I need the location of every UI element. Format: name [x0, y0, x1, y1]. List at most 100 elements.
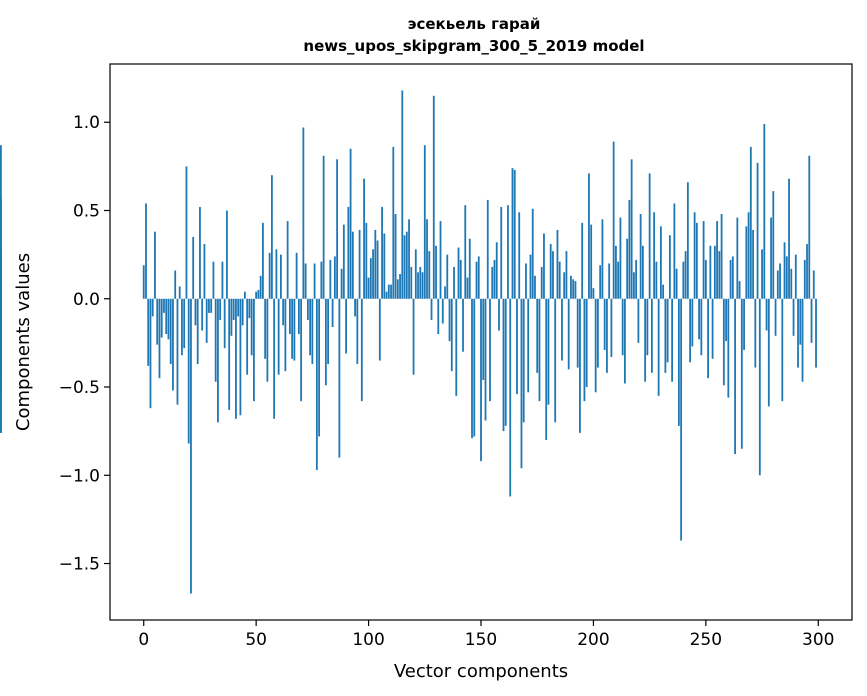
bar — [491, 266, 494, 299]
bar — [428, 251, 431, 299]
bar — [205, 298, 208, 343]
bar — [381, 206, 383, 299]
bar — [432, 95, 435, 299]
y-axis-label: Components values — [13, 253, 34, 431]
bar — [480, 298, 482, 462]
bar — [615, 245, 617, 299]
bar — [441, 298, 444, 324]
y-tick-label: −1.0 — [59, 466, 100, 486]
bar — [686, 182, 689, 299]
bar — [459, 259, 462, 299]
bar — [806, 244, 808, 299]
bar — [783, 242, 786, 299]
bar — [297, 298, 300, 335]
x-axis-label: Vector components — [394, 661, 568, 682]
bar — [511, 168, 514, 299]
bar — [657, 298, 660, 396]
bar — [709, 245, 712, 299]
bar — [711, 298, 714, 359]
bar — [502, 298, 505, 432]
bar — [435, 245, 437, 299]
bar — [617, 261, 620, 299]
bar — [776, 270, 779, 299]
bar — [621, 298, 624, 356]
bar — [232, 298, 235, 320]
bar — [163, 298, 165, 313]
bar — [731, 256, 734, 299]
bar — [190, 298, 192, 594]
bar — [226, 210, 228, 299]
bar — [324, 298, 327, 386]
bar — [540, 266, 543, 299]
bar — [641, 245, 644, 299]
bar — [421, 272, 424, 299]
bar — [156, 298, 159, 345]
bar — [662, 284, 665, 299]
bar-series — [0, 90, 817, 594]
bar — [142, 265, 145, 299]
bar — [331, 298, 334, 327]
bar — [484, 298, 487, 421]
bar — [363, 178, 365, 299]
bar — [624, 298, 626, 384]
bar — [306, 298, 309, 320]
bar — [194, 298, 197, 326]
bar — [430, 298, 433, 320]
bar — [655, 261, 658, 299]
bar — [147, 298, 150, 366]
bar — [700, 298, 703, 356]
bar — [498, 298, 500, 331]
bar — [385, 291, 388, 299]
x-tick-label: 150 — [465, 630, 497, 650]
bar — [288, 298, 291, 335]
bar — [221, 261, 224, 299]
bar — [295, 252, 298, 299]
bar — [471, 298, 473, 439]
x-tick-label: 100 — [352, 630, 384, 650]
bar — [210, 298, 213, 313]
bar — [0, 196, 2, 299]
bar — [594, 298, 597, 393]
bar — [473, 298, 476, 437]
bar — [338, 298, 341, 458]
bar — [394, 214, 397, 299]
bar — [183, 298, 186, 349]
bar — [486, 199, 489, 299]
bar — [749, 146, 752, 299]
bar — [345, 298, 347, 354]
bar — [666, 298, 669, 363]
bar — [419, 266, 422, 299]
bar — [412, 298, 415, 375]
bar — [264, 298, 267, 359]
bar — [178, 286, 181, 299]
bar — [646, 298, 649, 356]
bar — [606, 298, 608, 373]
bar — [504, 298, 507, 426]
bar — [565, 251, 568, 299]
bar — [538, 298, 541, 402]
bar — [509, 298, 512, 497]
bar — [342, 224, 345, 299]
bar — [291, 298, 294, 359]
bar — [214, 298, 217, 382]
bar — [279, 254, 282, 299]
bar — [801, 298, 804, 382]
bar — [199, 206, 201, 299]
bar — [774, 298, 777, 336]
bar — [558, 261, 561, 299]
bar — [349, 148, 352, 299]
bar — [414, 249, 417, 299]
bar — [273, 298, 276, 419]
bar — [444, 286, 446, 299]
bar — [752, 229, 754, 299]
bar — [720, 214, 723, 299]
bar — [403, 235, 406, 299]
bar — [408, 219, 410, 299]
bar — [592, 288, 595, 299]
bar — [0, 252, 2, 299]
bar — [300, 298, 303, 402]
chart-title: эсекьель гарай — [408, 15, 541, 33]
bar — [315, 298, 318, 470]
x-tick-label: 0 — [138, 630, 149, 650]
bar — [639, 214, 642, 299]
